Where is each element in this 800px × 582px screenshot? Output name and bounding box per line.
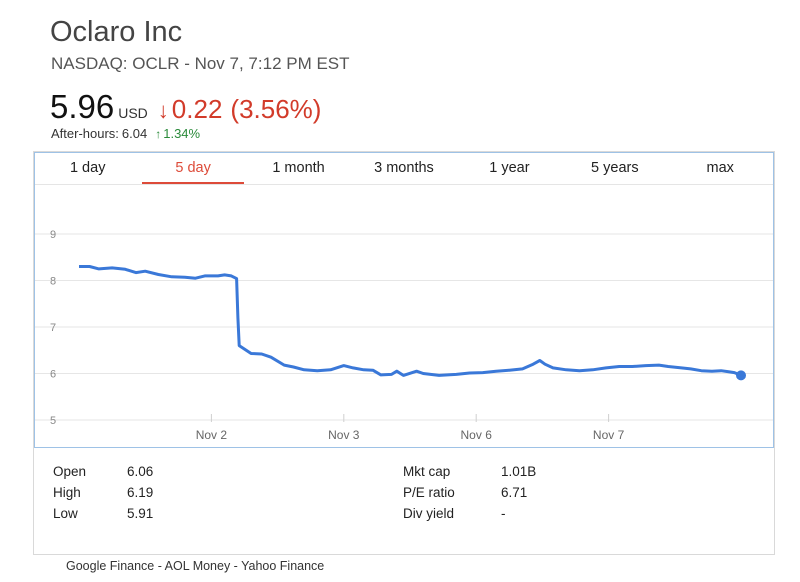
tab-1-month[interactable]: 1 month xyxy=(272,160,325,176)
x-tick-label: Nov 7 xyxy=(593,428,625,442)
stat-value: 1.01B xyxy=(501,464,537,479)
stat-label: Mkt cap xyxy=(403,464,451,479)
x-tick-label: Nov 6 xyxy=(461,428,493,442)
company-name: Oclaro Inc xyxy=(50,16,183,48)
x-tick-label: Nov 3 xyxy=(328,428,360,442)
stat-label: High xyxy=(53,485,81,500)
x-tick-label: Nov 2 xyxy=(196,428,228,442)
y-tick-label: 6 xyxy=(50,369,56,381)
y-tick-label: 9 xyxy=(50,229,56,241)
tab-1-year[interactable]: 1 year xyxy=(489,160,530,176)
after-hours-change: ↑ 1.34% xyxy=(155,126,200,141)
arrow-down-icon: ↓ xyxy=(157,98,169,123)
tab-divider xyxy=(35,184,773,185)
exchange-ticker-time: NASDAQ: OCLR - Nov 7, 7:12 PM EST xyxy=(51,54,350,73)
after-hours-label: After-hours: xyxy=(51,126,119,141)
after-hours-change-value: 1.34% xyxy=(163,126,201,141)
currency: USD xyxy=(118,105,148,121)
tab-max[interactable]: max xyxy=(706,160,734,176)
price-line xyxy=(79,265,742,377)
stat-value: 5.91 xyxy=(127,506,154,521)
last-price-point xyxy=(736,370,746,381)
current-price: 5.96 xyxy=(50,88,115,125)
y-tick-label: 7 xyxy=(50,322,56,334)
tab-1-day[interactable]: 1 day xyxy=(69,160,106,176)
price-change: ↓ 0.22 (3.56%) xyxy=(158,94,322,125)
tab-5-years[interactable]: 5 years xyxy=(591,160,639,176)
chart-box: 1 day 5 day 1 month 3 months 1 year 5 ye… xyxy=(34,152,774,448)
stats-table: Open 6.06 High 6.19 Low 5.91 Mkt cap 1.0… xyxy=(34,448,774,554)
stat-label: P/E ratio xyxy=(403,485,455,500)
tab-5-day[interactable]: 5 day xyxy=(140,153,245,184)
stat-value: - xyxy=(501,506,506,521)
price-chart[interactable]: 5 6 7 8 9 Nov 2 Nov 3 Nov 6 Nov 7 xyxy=(35,185,773,447)
range-tabs: 1 day 5 day 1 month 3 months 1 year 5 ye… xyxy=(35,153,773,184)
stat-label: Div yield xyxy=(403,506,455,521)
change-value: 0.22 xyxy=(171,94,223,124)
after-hours-value: 6.04 xyxy=(121,126,148,141)
tab-3-months[interactable]: 3 months xyxy=(374,160,434,176)
y-tick-label: 5 xyxy=(50,415,56,427)
source-links[interactable]: Google Finance - AOL Money - Yahoo Finan… xyxy=(66,559,325,573)
y-tick-label: 8 xyxy=(50,276,56,288)
stat-value: 6.71 xyxy=(501,485,528,500)
stat-value: 6.19 xyxy=(127,485,154,500)
after-hours: After-hours: 6.04 ↑ 1.34% xyxy=(51,126,200,141)
stat-value: 6.06 xyxy=(127,464,154,479)
change-percent: (3.56%) xyxy=(230,94,322,124)
arrow-up-icon: ↑ xyxy=(155,126,162,141)
stat-label: Open xyxy=(53,464,87,479)
finance-panel: 1 day 5 day 1 month 3 months 1 year 5 ye… xyxy=(33,151,775,555)
price-row: 5.96 USD ↓ 0.22 (3.56%) xyxy=(50,88,321,126)
stat-label: Low xyxy=(53,506,78,521)
